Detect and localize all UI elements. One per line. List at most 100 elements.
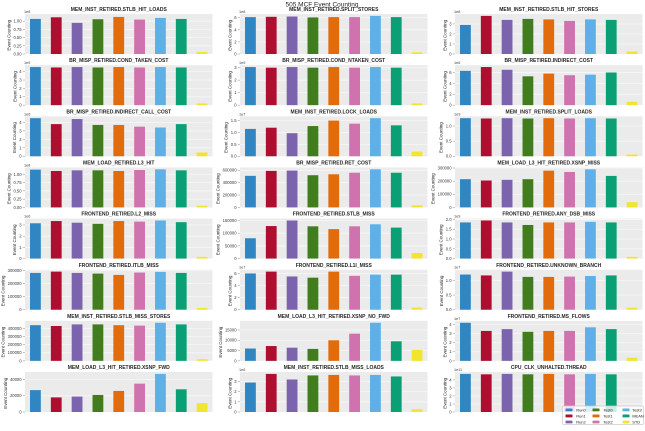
svg-text:1e6: 1e6	[454, 61, 460, 65]
svg-text:1.00: 1.00	[13, 19, 22, 24]
svg-text:Test3: Test3	[632, 407, 642, 412]
svg-text:FRONTEND_RETIRED.ITLB_MISS: FRONTEND_RETIRED.ITLB_MISS	[79, 263, 160, 269]
svg-text:3: 3	[234, 379, 237, 384]
svg-text:Event Counting: Event Counting	[227, 19, 232, 50]
svg-text:2: 2	[234, 389, 237, 394]
svg-text:FRONTEND_RETIRED.ANY_DSB_MISS: FRONTEND_RETIRED.ANY_DSB_MISS	[502, 212, 595, 218]
svg-text:Test1: Test1	[603, 413, 613, 418]
svg-text:300000: 300000	[8, 334, 23, 339]
svg-text:1.0: 1.0	[446, 278, 452, 283]
svg-text:0: 0	[234, 103, 237, 108]
svg-text:MEM_INST_RETIRED.LOCK_LOADS: MEM_INST_RETIRED.LOCK_LOADS	[291, 109, 378, 115]
svg-text:6: 6	[234, 271, 237, 276]
svg-text:Event Counting: Event Counting	[218, 326, 223, 357]
svg-text:1e8: 1e8	[24, 10, 30, 14]
svg-text:0: 0	[234, 256, 237, 261]
svg-text:Event Counting: Event Counting	[227, 275, 232, 306]
svg-text:MEM_LOAD_L3_HIT_RETIRED.XSNP_M: MEM_LOAD_L3_HIT_RETIRED.XSNP_MISS	[497, 161, 600, 167]
svg-text:Event Counting: Event Counting	[442, 377, 447, 408]
svg-text:FRONTEND_RETIRED.UNKNOWN_BRANC: FRONTEND_RETIRED.UNKNOWN_BRANCH	[496, 263, 601, 269]
svg-text:BR_MISP_RETIRED.INDIRECT_CALL_: BR_MISP_RETIRED.INDIRECT_CALL_COST	[66, 109, 171, 115]
svg-text:4: 4	[19, 69, 22, 74]
svg-text:4: 4	[234, 27, 237, 32]
svg-text:3: 3	[449, 331, 452, 336]
svg-text:0.75: 0.75	[13, 180, 22, 185]
svg-text:0.0: 0.0	[446, 154, 452, 159]
svg-text:1e11: 1e11	[454, 368, 462, 372]
svg-text:MEM_LOAD_RETIRED.L3_HIT: MEM_LOAD_RETIRED.L3_HIT	[83, 161, 154, 167]
svg-text:1e7: 1e7	[454, 317, 460, 321]
svg-text:100000: 100000	[8, 350, 23, 355]
svg-text:STD: STD	[632, 420, 640, 425]
svg-text:0: 0	[449, 51, 452, 56]
svg-text:Event Counting: Event Counting	[224, 122, 229, 153]
svg-text:MEM_LOAD_L3_HIT_RETIRED.XSNP_F: MEM_LOAD_L3_HIT_RETIRED.XSNP_FWD	[68, 365, 170, 371]
svg-text:0: 0	[449, 103, 452, 108]
svg-text:100000: 100000	[223, 231, 238, 236]
svg-text:0.75: 0.75	[13, 27, 22, 32]
svg-text:4: 4	[449, 377, 452, 382]
svg-text:Event Counting: Event Counting	[439, 275, 444, 306]
svg-text:Event Counting: Event Counting	[439, 224, 444, 255]
svg-text:200000: 200000	[438, 179, 453, 184]
svg-text:2: 2	[234, 295, 237, 300]
svg-text:1.5: 1.5	[446, 227, 452, 232]
svg-text:1e7: 1e7	[239, 112, 245, 116]
svg-text:2: 2	[234, 78, 237, 83]
svg-text:FRONTEND_RETIRED.L1I_MISS: FRONTEND_RETIRED.L1I_MISS	[296, 263, 373, 269]
svg-text:600000: 600000	[223, 168, 238, 173]
svg-text:MEM_INST_RETIRED.STLB_HIT_STOR: MEM_INST_RETIRED.STLB_HIT_STORES	[499, 7, 599, 13]
svg-text:1e9: 1e9	[239, 61, 245, 65]
svg-text:0: 0	[234, 409, 237, 414]
svg-text:0: 0	[19, 103, 22, 108]
svg-text:0: 0	[449, 409, 452, 414]
svg-text:Event Counting: Event Counting	[3, 377, 8, 408]
svg-text:0.00: 0.00	[13, 205, 22, 210]
svg-text:Event Counting: Event Counting	[227, 71, 232, 102]
svg-text:0: 0	[19, 409, 22, 414]
svg-text:4: 4	[19, 120, 22, 125]
svg-text:MEAN: MEAN	[632, 413, 644, 418]
svg-text:2: 2	[19, 137, 22, 142]
svg-text:BR_MISP_RETIRED.COND_TAKEN_COS: BR_MISP_RETIRED.COND_TAKEN_COST	[69, 58, 168, 64]
svg-text:3: 3	[19, 128, 22, 133]
svg-text:1.0: 1.0	[231, 130, 237, 135]
svg-text:0: 0	[19, 256, 22, 261]
svg-text:0: 0	[234, 51, 237, 56]
svg-text:MEM_INST_RETIRED.SPLIT_LOADS: MEM_INST_RETIRED.SPLIT_LOADS	[506, 109, 593, 115]
svg-text:100000: 100000	[438, 192, 453, 197]
svg-text:0.0: 0.0	[446, 307, 452, 312]
svg-text:BR_MISP_RETIRED.RET_COST: BR_MISP_RETIRED.RET_COST	[296, 161, 371, 167]
svg-text:3: 3	[19, 222, 22, 227]
svg-text:1e6: 1e6	[24, 112, 30, 116]
svg-text:1e9: 1e9	[454, 112, 460, 116]
svg-text:200000: 200000	[8, 281, 23, 286]
svg-text:1e8: 1e8	[454, 10, 460, 14]
svg-text:2.0: 2.0	[446, 217, 452, 222]
svg-text:Event Counting: Event Counting	[439, 122, 444, 153]
svg-text:1.0: 1.0	[446, 124, 452, 129]
svg-text:200000: 200000	[223, 192, 238, 197]
svg-text:1e9: 1e9	[24, 61, 30, 65]
svg-text:BR_MISP_RETIRED.COND_NTAKEN_CO: BR_MISP_RETIRED.COND_NTAKEN_COST	[282, 58, 385, 64]
svg-text:2: 2	[19, 234, 22, 239]
svg-text:Event Counting: Event Counting	[1, 275, 6, 306]
svg-text:Event Counting: Event Counting	[216, 224, 221, 255]
svg-text:MEM_INST_RETIRED.STLB_MISS_STO: MEM_INST_RETIRED.STLB_MISS_STORES	[67, 314, 171, 320]
svg-text:1: 1	[449, 349, 452, 354]
svg-text:0: 0	[449, 358, 452, 363]
svg-text:0: 0	[234, 358, 237, 363]
svg-text:1: 1	[19, 94, 22, 99]
svg-text:Event Counting: Event Counting	[12, 122, 17, 153]
svg-text:Run1: Run1	[576, 413, 586, 418]
svg-text:BR_MISP_RETIRED.INDIRECT_COST: BR_MISP_RETIRED.INDIRECT_COST	[504, 58, 593, 64]
svg-text:0.50: 0.50	[13, 35, 22, 40]
svg-text:3: 3	[449, 21, 452, 26]
svg-text:1.5: 1.5	[231, 118, 237, 123]
svg-text:Test0: Test0	[603, 407, 613, 412]
svg-text:1.0: 1.0	[446, 236, 452, 241]
svg-text:0.50: 0.50	[13, 188, 22, 193]
svg-text:Event Counting: Event Counting	[442, 71, 447, 102]
svg-text:FRONTEND_RETIRED.L2_MISS: FRONTEND_RETIRED.L2_MISS	[81, 212, 156, 218]
svg-text:Event Counting: Event Counting	[442, 19, 447, 50]
